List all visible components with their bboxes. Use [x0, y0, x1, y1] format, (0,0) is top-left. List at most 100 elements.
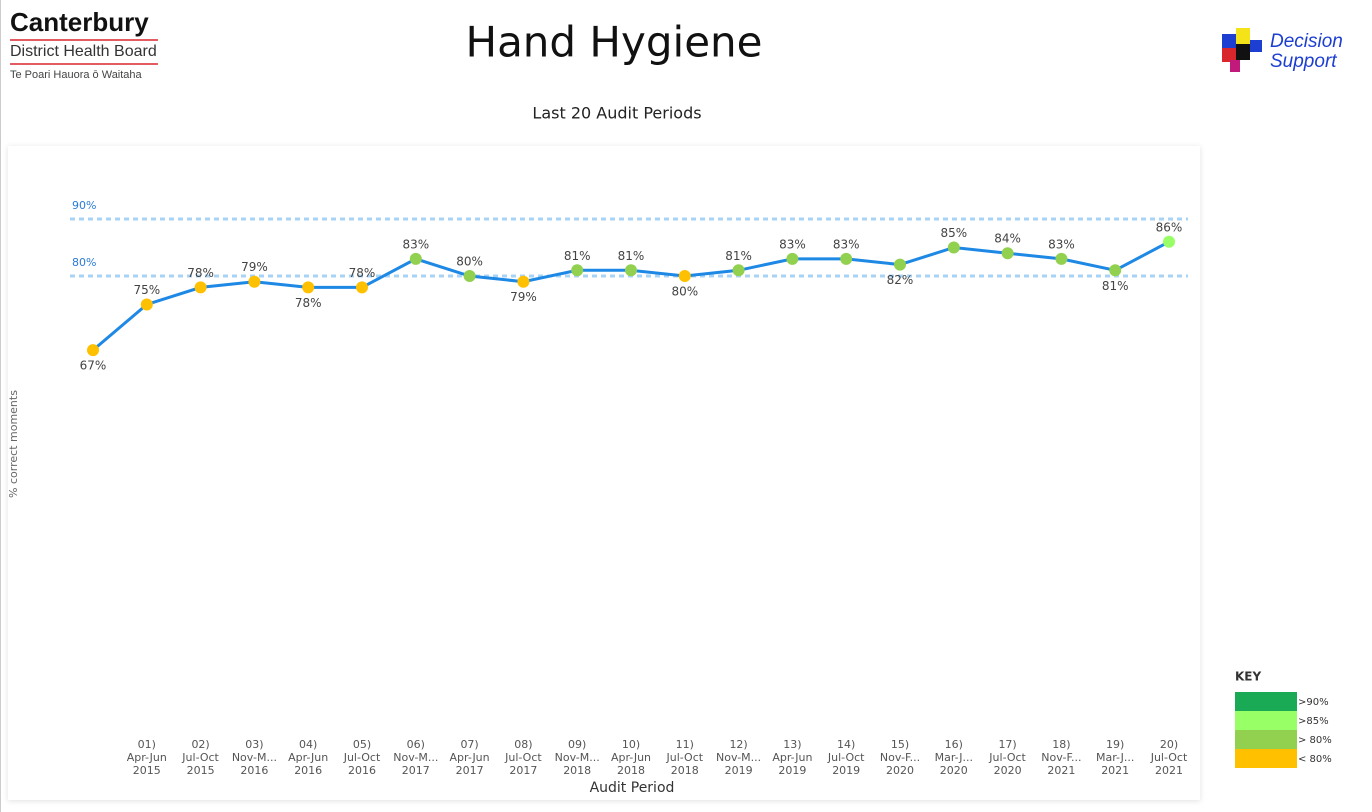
- x-tick-line: 2016: [348, 764, 376, 777]
- x-tick-label: 18) Nov-F... 2021: [1041, 738, 1081, 777]
- point: [1109, 264, 1122, 277]
- data-label: 78%: [295, 296, 322, 310]
- x-tick-line: 2017: [509, 764, 537, 777]
- logo-puzzle: [1222, 28, 1262, 72]
- point: [786, 252, 799, 265]
- x-tick-label: 11) Jul-Oct 2018: [666, 738, 704, 777]
- x-tick-line: 02): [191, 738, 209, 751]
- x-tick-label: 09) Nov-M... 2018: [555, 738, 600, 777]
- point: [732, 264, 745, 277]
- x-tick-line: Jul-Oct: [827, 751, 865, 764]
- point: [1001, 247, 1014, 260]
- point: [463, 270, 476, 282]
- point: [1163, 235, 1175, 248]
- chart-subtitle: Last 20 Audit Periods: [532, 104, 701, 123]
- x-tick-line: Jul-Oct: [666, 751, 704, 764]
- point: [517, 275, 530, 288]
- key-swatch: [1235, 749, 1297, 768]
- x-tick-line: 2019: [725, 764, 753, 777]
- x-tick-line: 2016: [294, 764, 322, 777]
- point: [356, 281, 368, 294]
- key-swatch: [1235, 730, 1297, 749]
- x-tick-line: 07): [460, 738, 478, 751]
- x-tick-line: Apr-Jun: [450, 751, 490, 764]
- x-tick-label: 16) Mar-J... 2020: [935, 738, 973, 777]
- x-tick-line: Mar-J...: [1096, 751, 1134, 764]
- x-tick-label: 17) Jul-Oct 2020: [988, 738, 1026, 777]
- x-tick-line: 04): [299, 738, 317, 751]
- x-tick-label: 12) Nov-M... 2019: [716, 738, 761, 777]
- key-label: > 80%: [1298, 735, 1332, 746]
- x-tick-label: 19) Mar-J... 2021: [1096, 738, 1134, 777]
- data-label: 80%: [456, 255, 483, 269]
- point: [140, 298, 153, 311]
- x-tick-line: Jul-Oct: [988, 751, 1026, 764]
- x-tick-label: 10) Apr-Jun 2018: [611, 738, 651, 777]
- x-tick-line: 09): [568, 738, 586, 751]
- x-tick-line: 08): [514, 738, 532, 751]
- point: [302, 281, 315, 294]
- page-title: Hand Hygiene: [465, 18, 762, 67]
- x-tick-label: 13) Apr-Jun 2019: [772, 738, 812, 777]
- x-tick-line: 16): [945, 738, 963, 751]
- x-axis-label: Audit Period: [590, 780, 675, 796]
- point: [248, 275, 261, 288]
- x-tick-line: 06): [407, 738, 425, 751]
- x-tick-label: 03) Nov-M... 2016: [232, 738, 277, 777]
- x-tick-line: 2019: [778, 764, 806, 777]
- x-tick-line: 2018: [563, 764, 591, 777]
- x-tick-line: 12): [729, 738, 747, 751]
- chart-card: [8, 146, 1200, 800]
- x-tick-line: 20): [1160, 738, 1178, 751]
- x-tick-line: Nov-F...: [880, 751, 920, 764]
- x-tick-line: 15): [891, 738, 909, 751]
- point: [678, 270, 691, 282]
- x-tick-line: 05): [353, 738, 371, 751]
- x-tick-line: Apr-Jun: [611, 751, 651, 764]
- key-swatch: [1235, 711, 1297, 730]
- data-label: 79%: [241, 260, 268, 274]
- data-label: 83%: [833, 237, 860, 251]
- point: [840, 252, 853, 265]
- point: [625, 264, 637, 277]
- data-label: 81%: [725, 249, 752, 263]
- point: [1055, 252, 1068, 265]
- x-tick-label: 20) Jul-Oct 2021: [1150, 738, 1188, 777]
- x-tick-line: Nov-M...: [716, 751, 761, 764]
- x-tick-line: 18): [1052, 738, 1070, 751]
- x-tick-line: Nov-F...: [1041, 751, 1081, 764]
- x-tick-line: 17): [998, 738, 1016, 751]
- x-tick-label: 06) Nov-M... 2017: [393, 738, 438, 777]
- org-sub: District Health Board: [10, 43, 157, 60]
- data-label: 86%: [1156, 220, 1183, 234]
- x-tick-line: 2019: [832, 764, 860, 777]
- x-tick-line: 2016: [240, 764, 268, 777]
- data-label: 79%: [510, 290, 537, 304]
- x-tick-line: 2020: [994, 764, 1022, 777]
- x-tick-label: 15) Nov-F... 2020: [880, 738, 920, 777]
- x-tick-line: Apr-Jun: [127, 751, 167, 764]
- logo-text: Support: [1270, 51, 1337, 72]
- x-tick-line: 2017: [456, 764, 484, 777]
- x-tick-line: 10): [622, 738, 640, 751]
- x-tick-label: 08) Jul-Oct 2017: [504, 738, 542, 777]
- data-label: 80%: [671, 285, 698, 299]
- x-tick-label: 14) Jul-Oct 2019: [827, 738, 865, 777]
- x-tick-line: 13): [783, 738, 801, 751]
- point: [894, 258, 906, 271]
- x-tick-line: 2018: [671, 764, 699, 777]
- x-tick-label: 05) Jul-Oct 2016: [343, 738, 381, 777]
- y-axis-label: % correct moments: [7, 390, 20, 498]
- x-tick-line: Mar-J...: [935, 751, 973, 764]
- x-tick-label: 01) Apr-Jun 2015: [127, 738, 167, 777]
- key-label: >85%: [1298, 716, 1329, 727]
- x-tick-line: Nov-M...: [393, 751, 438, 764]
- point: [571, 264, 584, 277]
- data-label: 83%: [402, 237, 429, 251]
- data-label: 82%: [887, 273, 914, 287]
- key-label: < 80%: [1298, 754, 1332, 765]
- data-label: 78%: [349, 266, 376, 280]
- data-label: 78%: [187, 266, 214, 280]
- data-label: 81%: [1102, 279, 1129, 293]
